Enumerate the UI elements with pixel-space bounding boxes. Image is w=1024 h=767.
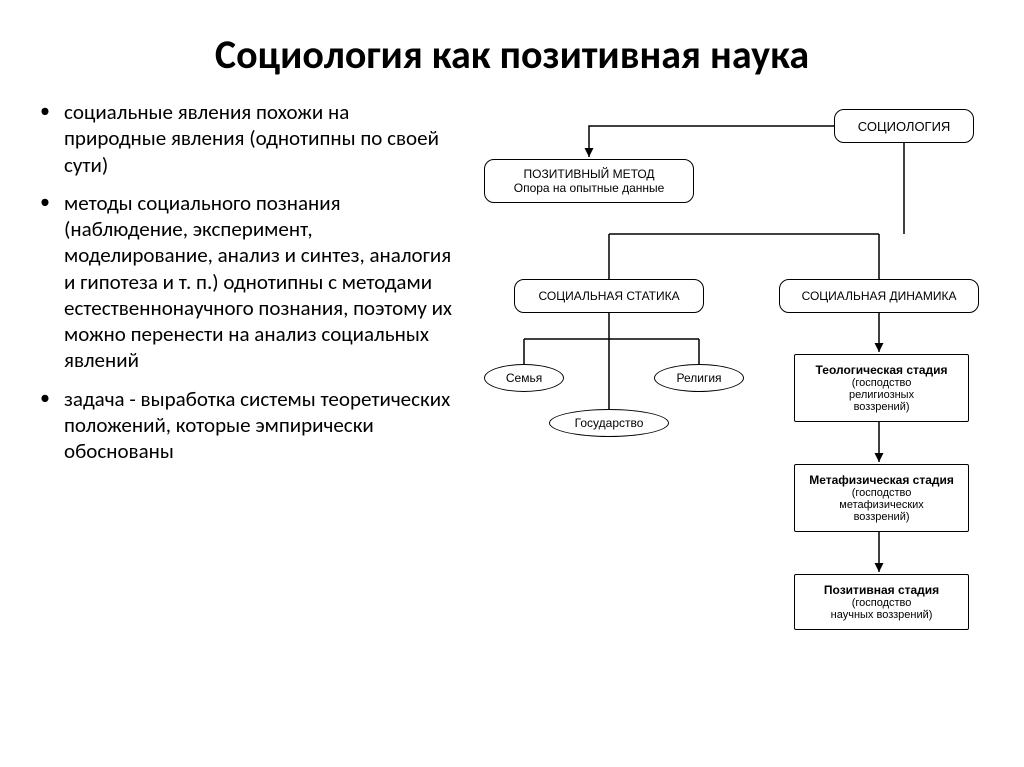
node-social-dynamics: СОЦИАЛЬНАЯ ДИНАМИКА xyxy=(779,279,979,313)
node-family: Семья xyxy=(484,364,564,392)
node-sub: (господство xyxy=(852,487,912,499)
bullet-dot-icon: • xyxy=(40,386,64,465)
node-positive-method: ПОЗИТИВНЫЙ МЕТОД Опора на опытные данные xyxy=(484,159,694,203)
node-label: Государство xyxy=(575,416,644,430)
node-label: СОЦИАЛЬНАЯ ДИНАМИКА xyxy=(802,289,957,303)
node-sub: (господство xyxy=(852,377,912,389)
bullet-dot-icon: • xyxy=(40,190,64,374)
node-title: Метафизическая стадия xyxy=(809,473,954,487)
node-social-statics: СОЦИАЛЬНАЯ СТАТИКА xyxy=(514,279,704,313)
node-label: Религия xyxy=(677,371,722,385)
bullet-text: социальные явления похожи на природные я… xyxy=(64,99,454,178)
node-label: Семья xyxy=(506,371,542,385)
node-sub: религиозных xyxy=(849,389,914,401)
node-sub: научных воззрений) xyxy=(831,609,933,621)
content-area: • социальные явления похожи на природные… xyxy=(0,99,1024,719)
node-sub: метафизических xyxy=(839,499,924,511)
node-religion: Религия xyxy=(654,364,744,392)
bullet-list: • социальные явления похожи на природные… xyxy=(40,99,464,719)
node-title: Позитивная стадия xyxy=(824,583,939,597)
node-theological-stage: Теологическая стадия (господство религио… xyxy=(794,354,969,422)
node-label: СОЦИОЛОГИЯ xyxy=(858,119,951,134)
bullet-item: • методы социального познания (наблюдени… xyxy=(40,190,454,374)
bullet-dot-icon: • xyxy=(40,99,64,178)
node-sub: воззрений) xyxy=(854,401,910,413)
node-sociology: СОЦИОЛОГИЯ xyxy=(834,109,974,143)
bullet-item: • задача - выработка системы теоретическ… xyxy=(40,386,454,465)
node-sub: (господство xyxy=(852,597,912,609)
diagram-area: СОЦИОЛОГИЯ ПОЗИТИВНЫЙ МЕТОД Опора на опы… xyxy=(464,99,984,719)
node-positive-stage: Позитивная стадия (господство научных во… xyxy=(794,574,969,630)
node-title: Теологическая стадия xyxy=(816,363,948,377)
bullet-item: • социальные явления похожи на природные… xyxy=(40,99,454,178)
node-label: СОЦИАЛЬНАЯ СТАТИКА xyxy=(538,289,679,303)
node-state: Государство xyxy=(549,409,669,437)
bullet-text: методы социального познания (наблюдение,… xyxy=(64,190,454,374)
node-label: ПОЗИТИВНЫЙ МЕТОД xyxy=(524,167,655,181)
node-sublabel: Опора на опытные данные xyxy=(514,181,665,195)
slide-title: Социология как позитивная наука xyxy=(0,0,1024,99)
bullet-text: задача - выработка системы теоретических… xyxy=(64,386,454,465)
node-metaphysical-stage: Метафизическая стадия (господство метафи… xyxy=(794,464,969,532)
node-sub: воззрений) xyxy=(854,511,910,523)
